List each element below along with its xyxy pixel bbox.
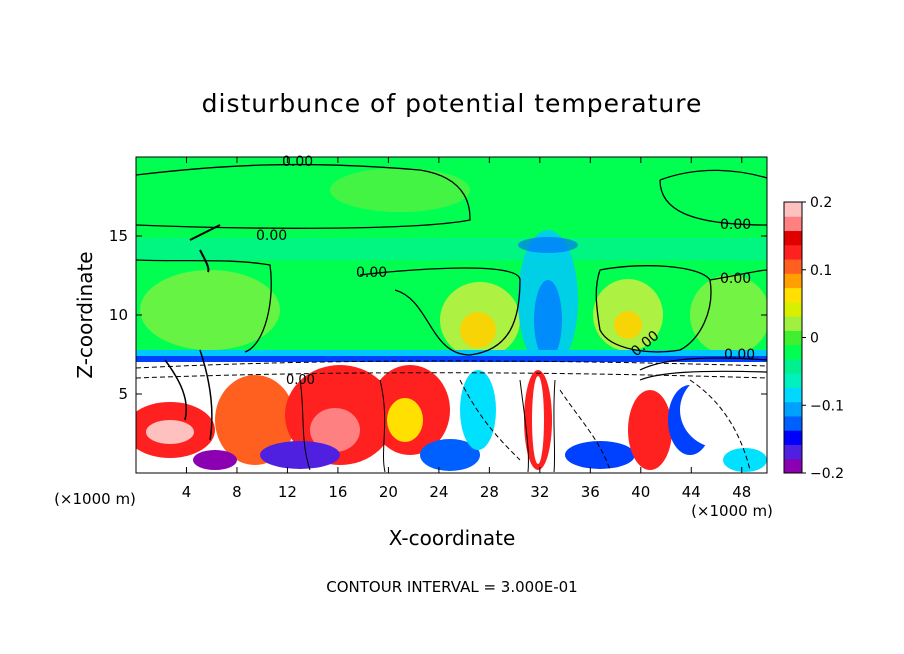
field-lower-blob — [420, 439, 480, 471]
x-tick-label: 40 — [631, 483, 650, 501]
contour-label: 0.00 — [356, 265, 387, 281]
x-tick-label: 4 — [182, 483, 192, 501]
colorbar-swatch — [784, 316, 802, 331]
colorbar-swatch — [784, 202, 802, 217]
field-blob — [690, 275, 767, 355]
field-lower-blob — [215, 375, 295, 465]
colorbar-swatch — [784, 330, 802, 346]
contour-line — [519, 379, 556, 473]
colorbar-swatch — [784, 216, 802, 232]
contour-interval-note: CONTOUR INTERVAL = 3.000E-01 — [326, 578, 577, 596]
y-tick-label: 15 — [109, 227, 128, 245]
field-lower-blob — [460, 370, 496, 450]
colorbar-swatch — [784, 358, 802, 374]
contour-label: 0.00 — [720, 217, 751, 233]
colorbar-swatch — [784, 430, 802, 445]
field-blob — [140, 270, 280, 350]
colorbar-swatch — [784, 444, 802, 460]
contour-line — [595, 265, 712, 353]
y-axis-label: Z-coordinate — [73, 251, 97, 378]
x-tick-label: 36 — [581, 483, 600, 501]
x-tick-label: 16 — [328, 483, 347, 501]
x-axis: 4 8 12 16 20 24 28 32 36 40 44 48 — [182, 157, 751, 501]
chart-title: disturbunce of potential temperature — [202, 89, 703, 118]
field-blob — [614, 311, 642, 339]
colorbar-tick-label: −0.2 — [810, 466, 844, 482]
contour-line — [709, 269, 767, 281]
colorbar-swatch — [784, 415, 802, 431]
field-lower-blob — [193, 450, 237, 470]
contour-label: 0.00 — [720, 271, 751, 287]
contour-line — [136, 163, 471, 229]
contour-line — [189, 224, 221, 273]
contour-dashed — [689, 379, 751, 471]
field-column — [518, 237, 578, 253]
field-stripe — [136, 356, 767, 364]
field-column — [534, 280, 562, 360]
field-lower-blob — [565, 441, 635, 469]
colorbar-swatch — [784, 244, 802, 260]
colorbar-swatch — [784, 273, 802, 289]
contour-label: 0.00 — [282, 154, 313, 170]
x-unit-left: (×1000 m) — [54, 490, 136, 508]
field-lower-blob — [723, 448, 767, 472]
x-tick-label: 24 — [429, 483, 448, 501]
contour-line — [299, 379, 386, 473]
colorbar-swatch — [784, 373, 802, 388]
field-blob — [330, 168, 470, 212]
x-tick-label: 28 — [480, 483, 499, 501]
contour-dashed — [459, 379, 611, 471]
x-unit-right: (×1000 m) — [691, 502, 773, 520]
field-lower-blob — [310, 408, 360, 452]
x-tick-label: 32 — [530, 483, 549, 501]
contour-label: 0.00 — [724, 347, 755, 363]
field-lower-blob — [628, 390, 672, 470]
y-tick-label: 10 — [109, 306, 128, 324]
colorbar-swatch — [784, 230, 802, 246]
x-tick-label: 12 — [278, 483, 297, 501]
colorbar-swatch — [784, 387, 802, 403]
field-lower-blob — [387, 398, 423, 442]
heatmap-field — [136, 157, 767, 473]
contour-line — [639, 357, 767, 381]
colorbar: 0.2 0.1 0 −0.1 −0.2 — [783, 195, 844, 482]
colorbar-swatch — [784, 301, 802, 317]
colorbar-tick-label: −0.1 — [810, 398, 844, 414]
colorbar-tick-label: 0.1 — [810, 263, 832, 279]
colorbar-swatch — [784, 458, 802, 474]
colorbar-swatch — [784, 401, 802, 417]
y-axis: 5 10 15 — [109, 227, 767, 403]
contour-label: 0.00 — [256, 228, 287, 244]
contour-line — [136, 259, 272, 353]
x-tick-label: 20 — [379, 483, 398, 501]
x-tick-label: 8 — [232, 483, 242, 501]
y-tick-label: 5 — [118, 385, 128, 403]
x-tick-label: 48 — [732, 483, 751, 501]
colorbar-tick-label: 0 — [810, 331, 819, 347]
field-lower-blob — [146, 420, 194, 444]
contour-line — [359, 267, 521, 356]
contour-line — [659, 169, 767, 226]
field-lower-blob — [532, 376, 544, 464]
contour-line — [164, 349, 213, 441]
colorbar-swatch — [784, 259, 802, 274]
field-blob — [460, 312, 496, 348]
colorbar-swatch — [784, 287, 802, 303]
colorbar-tick-label: 0.2 — [810, 195, 832, 211]
x-axis-label: X-coordinate — [389, 526, 516, 550]
field-lower-blob — [260, 441, 340, 469]
field-lower-blob — [680, 372, 760, 448]
contour-label: 0.00 — [286, 373, 315, 388]
field-band — [136, 238, 767, 260]
colorbar-swatch — [784, 344, 802, 360]
x-tick-label: 44 — [682, 483, 701, 501]
